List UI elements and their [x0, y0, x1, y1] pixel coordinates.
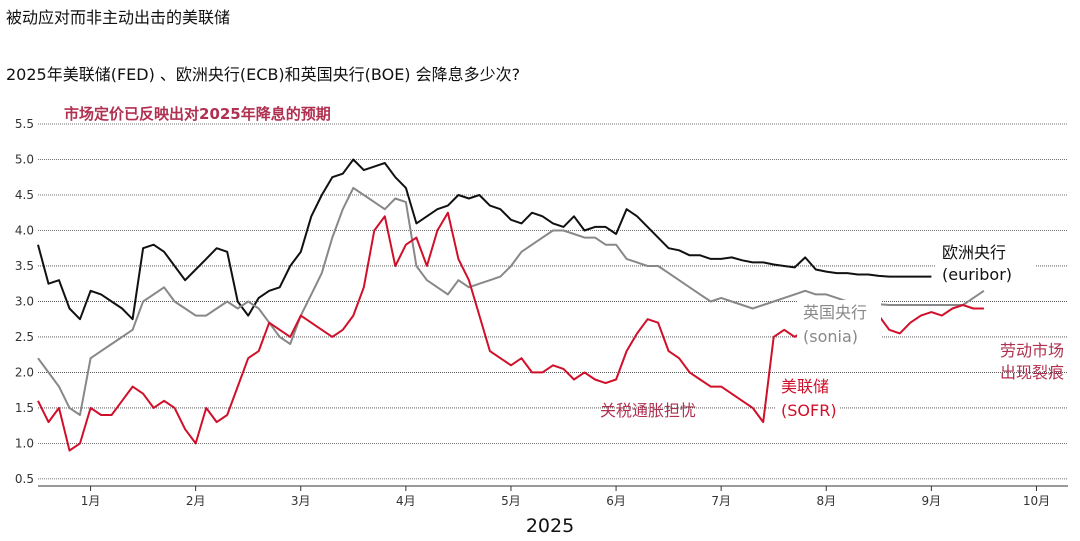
- x-tick-label: 1月: [81, 494, 101, 508]
- y-tick-label: 0.5: [15, 472, 34, 486]
- annotation-bg-boe: [797, 300, 881, 350]
- y-tick-label: 4.0: [15, 223, 34, 237]
- y-tick-label: 1.0: [15, 436, 34, 450]
- annotation-fed-line2: (SOFR): [781, 401, 837, 420]
- y-tick-label: 4.5: [15, 188, 34, 202]
- y-tick-label: 3.0: [15, 294, 34, 308]
- annotation-boe-line1: 英国央行: [803, 303, 867, 322]
- annotations: 欧洲央行 (euribor) 英国央行 (sonia) 美联储 (SOFR) 关税通胀担忧 劳…: [600, 240, 1064, 424]
- x-tick-label: 3月: [291, 494, 311, 508]
- y-axis: 0.5 1.0 1.5 2.0 2.5 3.0 3.5 4.0 4.5 5.0 5.5: [15, 117, 34, 486]
- annotation-bg-fed: [775, 374, 839, 424]
- x-tick-label: 2月: [186, 494, 206, 508]
- series-line-boe: [37, 186, 985, 416]
- x-tick-label: 5月: [501, 494, 521, 508]
- x-tick-label: 7月: [711, 494, 731, 508]
- y-tick-label: 3.5: [15, 259, 34, 273]
- grid: [38, 123, 1068, 480]
- annotation-labor-line1: 劳动市场: [1000, 341, 1064, 360]
- x-axis-label: 2025: [526, 515, 574, 537]
- annotation-bg-ecb: [936, 240, 1036, 290]
- y-tick-label: 5.0: [15, 152, 34, 166]
- x-tick-label: 9月: [922, 494, 942, 508]
- y-tick-label: 2.0: [15, 365, 34, 379]
- annotation-labor-line2: 出现裂痕: [1000, 363, 1064, 382]
- x-tick-label: 6月: [606, 494, 626, 508]
- chart-subtitle: 市场定价已反映出对2025年降息的预期: [64, 105, 331, 123]
- y-tick-label: 1.5: [15, 401, 34, 415]
- x-tick-label: 8月: [816, 494, 836, 508]
- suptitle: 被动应对而非主动出击的美联储: [6, 8, 231, 27]
- y-tick-label: 5.5: [15, 117, 34, 131]
- annotation-tariff-line1: 关税通胀担忧: [600, 401, 696, 420]
- annotation-ecb-line2: (euribor): [942, 265, 1012, 284]
- x-axis: 1月 2月 3月 4月 5月 6月 7月 8月 9月 10月: [38, 485, 1068, 508]
- y-tick-label: 2.5: [15, 330, 34, 344]
- annotation-boe-line2: (sonia): [803, 327, 858, 346]
- x-tick-label: 10月: [1023, 494, 1050, 508]
- annotation-fed-line1: 美联储: [781, 377, 829, 396]
- annotation-ecb-line1: 欧洲央行: [942, 243, 1006, 262]
- x-tick-label: 4月: [396, 494, 416, 508]
- chart-title: 2025年美联储(FED) 、欧洲央行(ECB)和英国央行(BOE) 会降息多少…: [6, 65, 521, 84]
- series-line-ecb: [37, 158, 932, 321]
